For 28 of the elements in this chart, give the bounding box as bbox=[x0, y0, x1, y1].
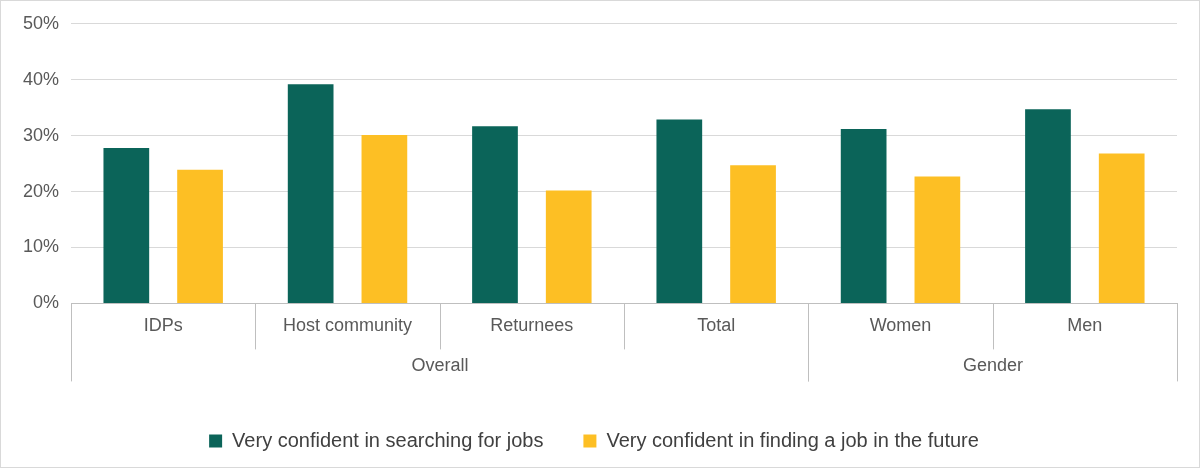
y-tick-label: 40% bbox=[23, 68, 60, 89]
bar bbox=[656, 119, 703, 303]
x-tick-label: Women bbox=[869, 315, 932, 336]
bar bbox=[730, 165, 776, 303]
bar bbox=[287, 84, 334, 303]
bar bbox=[177, 169, 223, 303]
x-tick-label: Returnees bbox=[490, 315, 574, 336]
x-tick-label: Host community bbox=[283, 315, 413, 336]
bar bbox=[914, 176, 961, 303]
bar bbox=[1025, 109, 1071, 303]
y-tick-label: 50% bbox=[23, 12, 60, 33]
bar bbox=[840, 128, 887, 303]
x-tick-label: IDPs bbox=[143, 315, 183, 336]
x-tick-label: Men bbox=[1067, 315, 1103, 336]
x-tick-label: Total bbox=[697, 315, 736, 336]
y-tick-label: 20% bbox=[23, 180, 60, 201]
legend-label: Very confident in finding a job in the future bbox=[606, 428, 979, 451]
text: Overall bbox=[411, 355, 469, 376]
y-tick-label: 0% bbox=[33, 292, 60, 313]
bar bbox=[361, 135, 408, 303]
bar bbox=[1098, 153, 1145, 303]
legend-label: Very confident in searching for jobs bbox=[232, 428, 544, 451]
bar bbox=[472, 126, 518, 303]
text: Gender bbox=[962, 355, 1024, 376]
bar bbox=[545, 190, 592, 303]
y-tick-label: 30% bbox=[23, 124, 60, 145]
y-tick-label: 10% bbox=[23, 236, 60, 257]
bar bbox=[103, 147, 150, 303]
